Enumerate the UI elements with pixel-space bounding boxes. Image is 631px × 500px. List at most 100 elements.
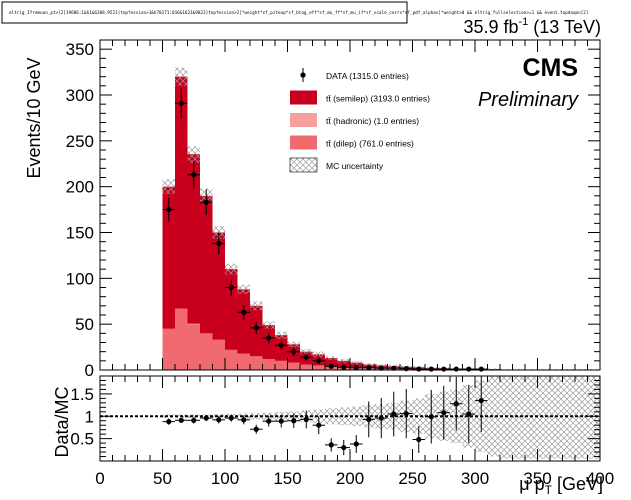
- data-point-8: [266, 335, 272, 341]
- ratio-point-3: [203, 415, 209, 421]
- ratio-point-9: [278, 418, 284, 424]
- bar-semilep-1: [175, 76, 188, 309]
- lumi-energy: (13 TeV): [528, 17, 601, 37]
- x-axis-label-unit: [GeV]: [552, 474, 603, 494]
- x-axis-label-sub: T: [545, 483, 553, 497]
- data-point-9: [278, 342, 284, 348]
- data-point-3: [203, 199, 209, 205]
- data-points: [162, 87, 488, 372]
- unc-bin-12: [312, 351, 325, 358]
- unc-bin-8: [262, 321, 275, 329]
- main-y-axis-label: Events/10 GeV: [24, 57, 44, 178]
- unc-bin-11: [300, 348, 313, 355]
- legend-data-label: DATA (1315.0 entries): [326, 71, 409, 81]
- ratio-point-20: [416, 436, 422, 443]
- ratio-point-10: [291, 418, 297, 424]
- main-y-tick-label-4: 200: [66, 178, 94, 197]
- main-y-tick-label-0: 0: [85, 361, 94, 380]
- ratio-unc-bin-33: [575, 376, 588, 459]
- ratio-point-25: [478, 398, 484, 404]
- unc-bin-26: [487, 368, 500, 370]
- bar-semilep-14: [337, 360, 350, 368]
- bar-dilep-12: [312, 365, 325, 370]
- data-point-17: [378, 365, 384, 371]
- x-tick-label-1: 50: [153, 469, 172, 488]
- ratio-point-15: [353, 441, 359, 447]
- data-point-7: [253, 325, 259, 331]
- x-tick-label-2: 100: [211, 469, 239, 488]
- ratio-point-17: [378, 415, 384, 421]
- ratio-unc-bin-0: [162, 414, 175, 419]
- unc-bin-0: [162, 179, 175, 194]
- unc-bin-10: [287, 341, 300, 348]
- x-tick-label-0: 0: [95, 469, 104, 488]
- ratio-unc-bin-30: [537, 376, 550, 459]
- legend-hadronic-label: tt̄ (hadronic) (1.0 entries): [326, 116, 419, 126]
- bar-semilep-13: [325, 358, 338, 367]
- ratio-point-0: [166, 419, 172, 425]
- ratio-unc-bin-31: [550, 376, 563, 459]
- data-point-25: [478, 366, 484, 372]
- ratio-point-13: [328, 442, 334, 448]
- ratio-y-axis-label: Data/MC: [52, 386, 72, 457]
- ratio-unc-bin-34: [587, 376, 600, 459]
- ratio-unc-bin-2: [187, 414, 200, 419]
- x-axis-label-main: μ p: [519, 474, 544, 494]
- x-tick-label-7: 350: [523, 469, 551, 488]
- unc-bin-16: [362, 363, 375, 366]
- data-point-0: [166, 206, 172, 213]
- ratio-y-tick-label-1: 1: [85, 407, 94, 426]
- legend-unc-swatch: [289, 157, 318, 173]
- legend-dilep-label: tt̄ (dilep) (761.0 entries): [326, 139, 414, 149]
- cms-label: CMS: [522, 54, 578, 82]
- cut-string: eltrig_Ifremuon_pt>[2]19686:1&h1&6208.95…: [9, 10, 588, 16]
- ratio-point-2: [191, 417, 197, 423]
- main-y-tick-label-3: 150: [66, 224, 94, 243]
- data-point-1: [178, 100, 184, 106]
- unc-bin-13: [325, 356, 338, 360]
- main-y-tick-label-1: 50: [75, 315, 94, 334]
- data-point-24: [466, 366, 472, 372]
- legend-dilep-swatch: [290, 135, 317, 150]
- ratio-point-7: [253, 426, 259, 432]
- bar-dilep-6: [237, 353, 250, 370]
- legend: DATA (1315.0 entries) tt̄ (semilep) (3193…: [289, 68, 430, 173]
- data-point-18: [391, 365, 397, 371]
- data-point-21: [428, 366, 434, 372]
- x-tick-label-5: 250: [398, 469, 426, 488]
- bar-dilep-2: [187, 324, 200, 370]
- bar-dilep-9: [275, 360, 288, 370]
- data-point-4: [216, 240, 222, 247]
- data-point-13: [328, 363, 334, 369]
- ratio-point-11: [303, 416, 309, 422]
- bar-dilep-4: [212, 339, 225, 370]
- bar-semilep-0: [162, 186, 175, 329]
- data-point-5: [228, 284, 234, 291]
- legend-unc-label: MC uncertainty: [326, 161, 384, 171]
- ratio-point-19: [403, 410, 409, 417]
- main-y-tick-label-7: 350: [66, 40, 94, 59]
- ratio-point-16: [366, 416, 372, 422]
- ratio-point-24: [466, 411, 472, 417]
- unc-bin-2: [187, 146, 200, 163]
- bar-semilep-3: [200, 195, 213, 334]
- legend-hadronic-swatch: [290, 113, 317, 127]
- bar-semilep-15: [350, 362, 363, 368]
- unc-bin-9: [275, 331, 288, 339]
- ratio-unc-bin-28: [512, 376, 525, 459]
- bar-semilep-4: [212, 232, 225, 340]
- ratio-unc-bin-32: [562, 376, 575, 459]
- bar-dilep-10: [287, 362, 300, 370]
- ratio-unc-bin-26: [487, 376, 500, 457]
- x-tick-label-6: 300: [461, 469, 489, 488]
- ratio-point-14: [341, 444, 347, 451]
- ratio-point-4: [216, 417, 222, 423]
- main-y-axis: 0 50 100 150 200 250 300 350: [66, 40, 600, 380]
- ratio-y-tick-label-2: 1.5: [70, 385, 94, 404]
- ratio-panel: 0.5 1 1.5 0 50 100 150 200 250 300 350 400 Data/MC…: [52, 375, 614, 497]
- bar-dilep-11: [300, 364, 313, 370]
- ratio-point-5: [228, 415, 234, 421]
- data-point-20: [416, 366, 422, 372]
- ratio-point-21: [428, 414, 434, 420]
